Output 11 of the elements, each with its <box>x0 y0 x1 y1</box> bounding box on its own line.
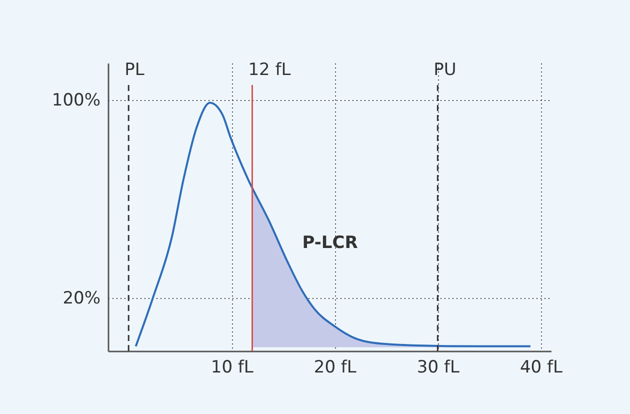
y-tick-label: 20% <box>62 288 100 308</box>
annotation: P-LCR <box>302 233 358 253</box>
x-tick-label: 10 fL <box>210 358 254 378</box>
ref-line-label: 12 fL <box>248 60 292 80</box>
line-series <box>134 102 532 348</box>
ref-line-label: PL <box>124 60 145 80</box>
y-tick-label: 100% <box>52 90 100 111</box>
x-tick-label: 20 fL <box>314 358 357 378</box>
ref-line-label: PU <box>434 60 456 80</box>
x-tick-label: 30 fL <box>416 358 460 378</box>
x-tick-label: 40 fL <box>520 358 563 378</box>
